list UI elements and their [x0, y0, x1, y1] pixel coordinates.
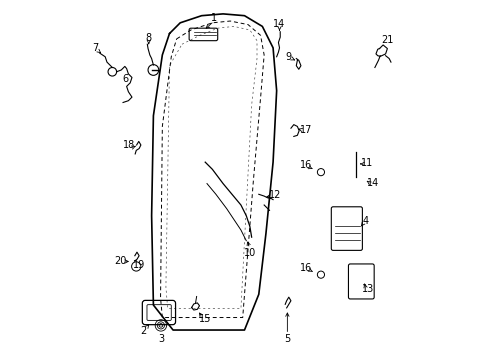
- FancyBboxPatch shape: [348, 264, 373, 299]
- Text: 13: 13: [361, 284, 373, 294]
- FancyBboxPatch shape: [331, 207, 362, 250]
- Text: 5: 5: [284, 334, 290, 343]
- Text: 8: 8: [145, 33, 151, 43]
- Text: 21: 21: [381, 35, 393, 45]
- Text: 19: 19: [132, 260, 144, 270]
- Text: 16: 16: [299, 160, 311, 170]
- Text: 4: 4: [362, 216, 368, 226]
- FancyBboxPatch shape: [142, 300, 175, 325]
- Text: 17: 17: [299, 125, 311, 135]
- Text: 7: 7: [92, 43, 98, 53]
- Circle shape: [317, 168, 324, 176]
- Text: 10: 10: [243, 248, 255, 258]
- Text: 14: 14: [273, 19, 285, 29]
- Text: 16: 16: [299, 262, 311, 273]
- Text: 2: 2: [140, 326, 146, 336]
- Text: 9: 9: [285, 52, 290, 62]
- Circle shape: [131, 262, 141, 271]
- Text: 12: 12: [268, 190, 281, 200]
- Text: 6: 6: [122, 74, 129, 84]
- Text: 18: 18: [123, 140, 135, 150]
- Circle shape: [108, 67, 116, 76]
- Text: 15: 15: [199, 314, 211, 324]
- Text: 3: 3: [158, 334, 163, 343]
- Text: 1: 1: [211, 13, 217, 23]
- Text: 14: 14: [366, 178, 379, 188]
- Text: 11: 11: [360, 158, 372, 168]
- Circle shape: [317, 271, 324, 278]
- FancyBboxPatch shape: [189, 28, 217, 41]
- FancyBboxPatch shape: [147, 305, 171, 320]
- Text: 20: 20: [114, 256, 126, 266]
- Circle shape: [148, 64, 159, 75]
